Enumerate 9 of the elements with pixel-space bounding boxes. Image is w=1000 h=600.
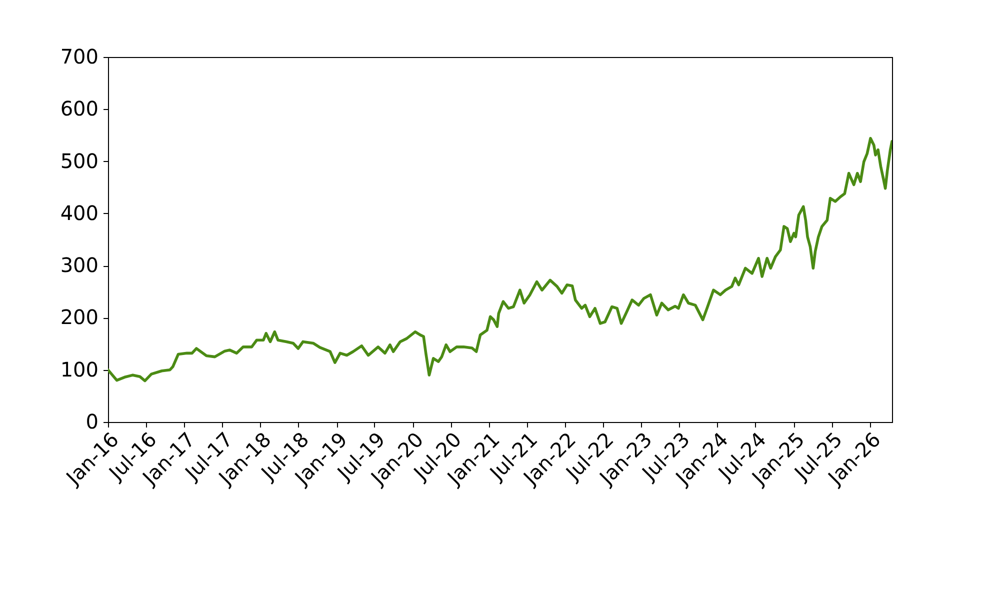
line-series <box>108 136 892 382</box>
y-tick-label: 0 <box>86 410 98 434</box>
y-tick-label: 700 <box>60 44 98 68</box>
y-tick-label: 100 <box>60 357 98 382</box>
y-tick-label: 300 <box>60 253 98 278</box>
y-tick-label: 200 <box>60 305 98 330</box>
y-tick-label: 500 <box>60 148 98 173</box>
y-tick-label: 600 <box>60 96 98 121</box>
y-tick-label: 400 <box>60 200 98 225</box>
